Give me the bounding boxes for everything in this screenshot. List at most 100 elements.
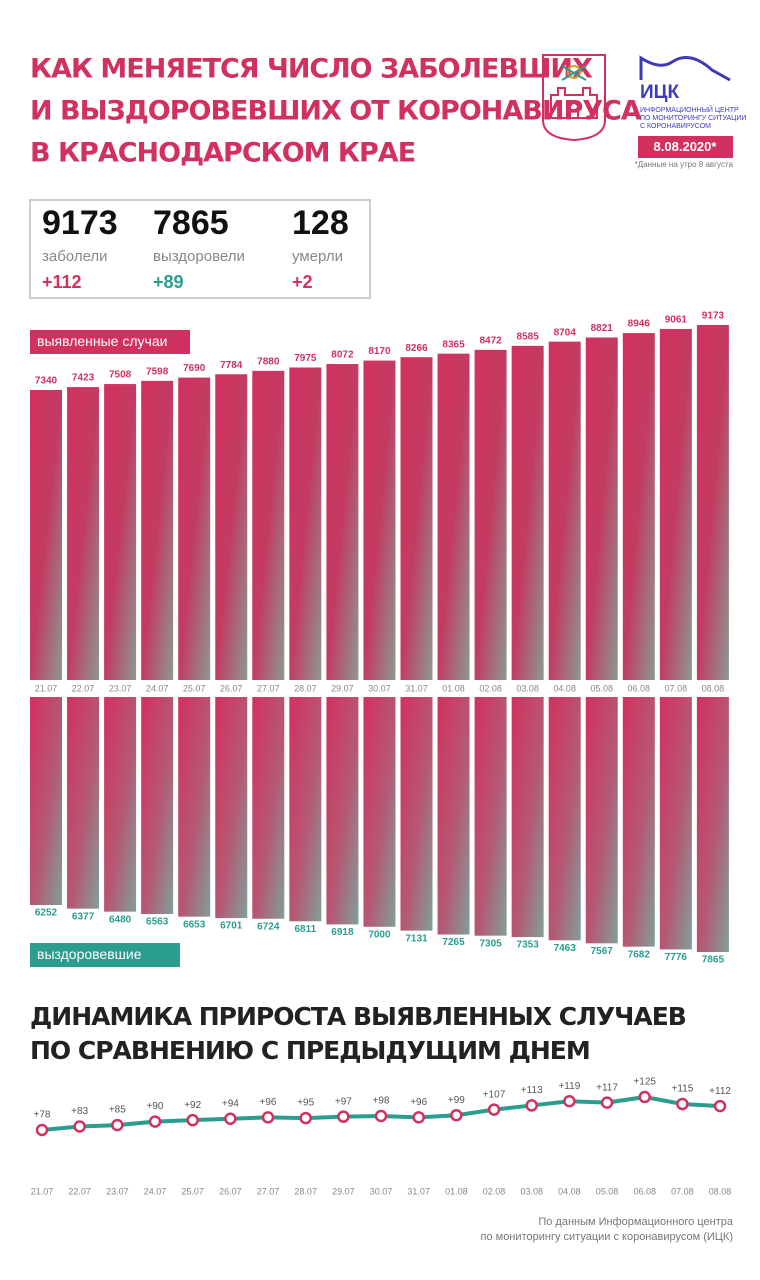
bar [696,697,729,952]
value-label: 8072 [331,350,354,361]
bar [548,341,581,680]
bar [400,357,433,680]
source: По данным Информационного центра [538,1216,734,1228]
legend-label: выздоровевшие [37,946,142,962]
x-tick-label: 23.07 [106,1186,129,1196]
logo-caption: ПО МОНИТОРИНГУ СИТУАЦИИ [640,115,746,122]
bar [141,380,174,680]
stat-value: 9173 [42,204,118,242]
value-label: 6918 [331,927,354,938]
x-tick-label: 01.08 [445,1186,468,1196]
title-line: И ВЫЗДОРОВЕВШИХ ОТ КОРОНАВИРУСА [30,96,642,127]
value-label: +96 [410,1097,427,1108]
point [299,1111,312,1125]
value-label: +113 [521,1085,543,1096]
x-tick-label: 28.07 [294,1186,317,1196]
bar [326,364,359,680]
x-tick-label: 29.07 [331,683,354,693]
bar [289,697,322,922]
stat-change: +112 [42,272,82,292]
bar [104,384,137,680]
bar [511,345,544,680]
value-label: 6480 [109,914,132,925]
value-label: 8472 [479,335,502,346]
x-tick-label: 24.07 [146,683,169,693]
bar [141,697,174,915]
x-tick-label: 31.07 [405,683,428,693]
stats-box [29,199,371,299]
value-label: +92 [184,1100,201,1111]
point [186,1113,199,1127]
stat-value: 7865 [153,204,229,242]
x-tick-label: 27.07 [257,1186,280,1196]
x-tick-label: 02.08 [483,1186,506,1196]
section-title: ДИНАМИКА ПРИРОСТА ВЫЯВЛЕННЫХ СЛУЧАЕВ [30,1002,686,1031]
value-label: +115 [671,1084,693,1095]
x-tick-label: 24.07 [144,1186,167,1196]
value-label: 7131 [405,933,428,944]
x-tick-label: 31.07 [407,1186,430,1196]
point [450,1109,463,1122]
title-line: КАК МЕНЯЕТСЯ ЧИСЛО ЗАБОЛЕВШИХ [30,54,593,85]
x-tick-label: 25.07 [181,1186,204,1196]
bar [178,377,211,680]
x-tick-label: 30.07 [368,683,391,693]
value-label: 8704 [554,327,577,338]
x-tick-label: 03.08 [520,1186,543,1196]
x-tick-label: 02.08 [479,683,502,693]
point [35,1123,49,1137]
value-label: 8821 [591,323,614,334]
bar [30,697,62,905]
value-label: 8365 [442,339,465,350]
legend-tag [30,943,180,967]
value-label: 6653 [183,919,206,930]
x-tick-label: 25.07 [183,683,206,693]
value-label: 7598 [146,366,169,377]
legend-label: выявленные случаи [37,333,167,349]
point [412,1111,425,1124]
logo-text: ИЦК [640,82,680,103]
x-tick-label: 08.08 [702,683,725,693]
bar [659,697,692,950]
value-label: 9061 [665,315,688,326]
bar [178,697,211,917]
value-label: +112 [709,1086,731,1097]
stat-label: выздоровели [153,248,245,265]
point [487,1103,501,1116]
x-tick-label: 27.07 [257,683,280,693]
point [148,1115,162,1128]
x-tick-label: 05.08 [590,683,613,693]
bar [326,697,359,925]
value-label: 7000 [368,929,391,940]
point [261,1111,275,1124]
value-label: +96 [260,1097,277,1108]
value-label: 8585 [517,331,540,342]
value-label: +98 [373,1096,390,1107]
bar [437,353,470,680]
point [638,1090,651,1104]
point [713,1099,727,1113]
value-label: 7340 [35,376,58,387]
x-tick-label: 21.07 [35,683,58,693]
bar [363,360,396,680]
x-tick-label: 04.08 [558,1186,581,1196]
stat-label: умерли [292,248,343,265]
value-label: 7682 [628,949,651,960]
bar [67,697,100,909]
legend-tag [30,330,190,354]
bar [622,697,655,947]
value-label: 6377 [72,911,95,922]
x-tick-label: 26.07 [219,1186,242,1196]
point [224,1112,237,1126]
stat-label: заболели [42,248,108,265]
bar [474,349,507,680]
bar [437,697,470,935]
bar [252,697,285,919]
point [676,1097,689,1111]
value-label: 9173 [702,311,725,322]
x-tick-label: 07.08 [671,1186,694,1196]
bar [659,328,692,680]
x-tick-label: 22.07 [68,1186,91,1196]
value-label: +94 [222,1098,239,1109]
